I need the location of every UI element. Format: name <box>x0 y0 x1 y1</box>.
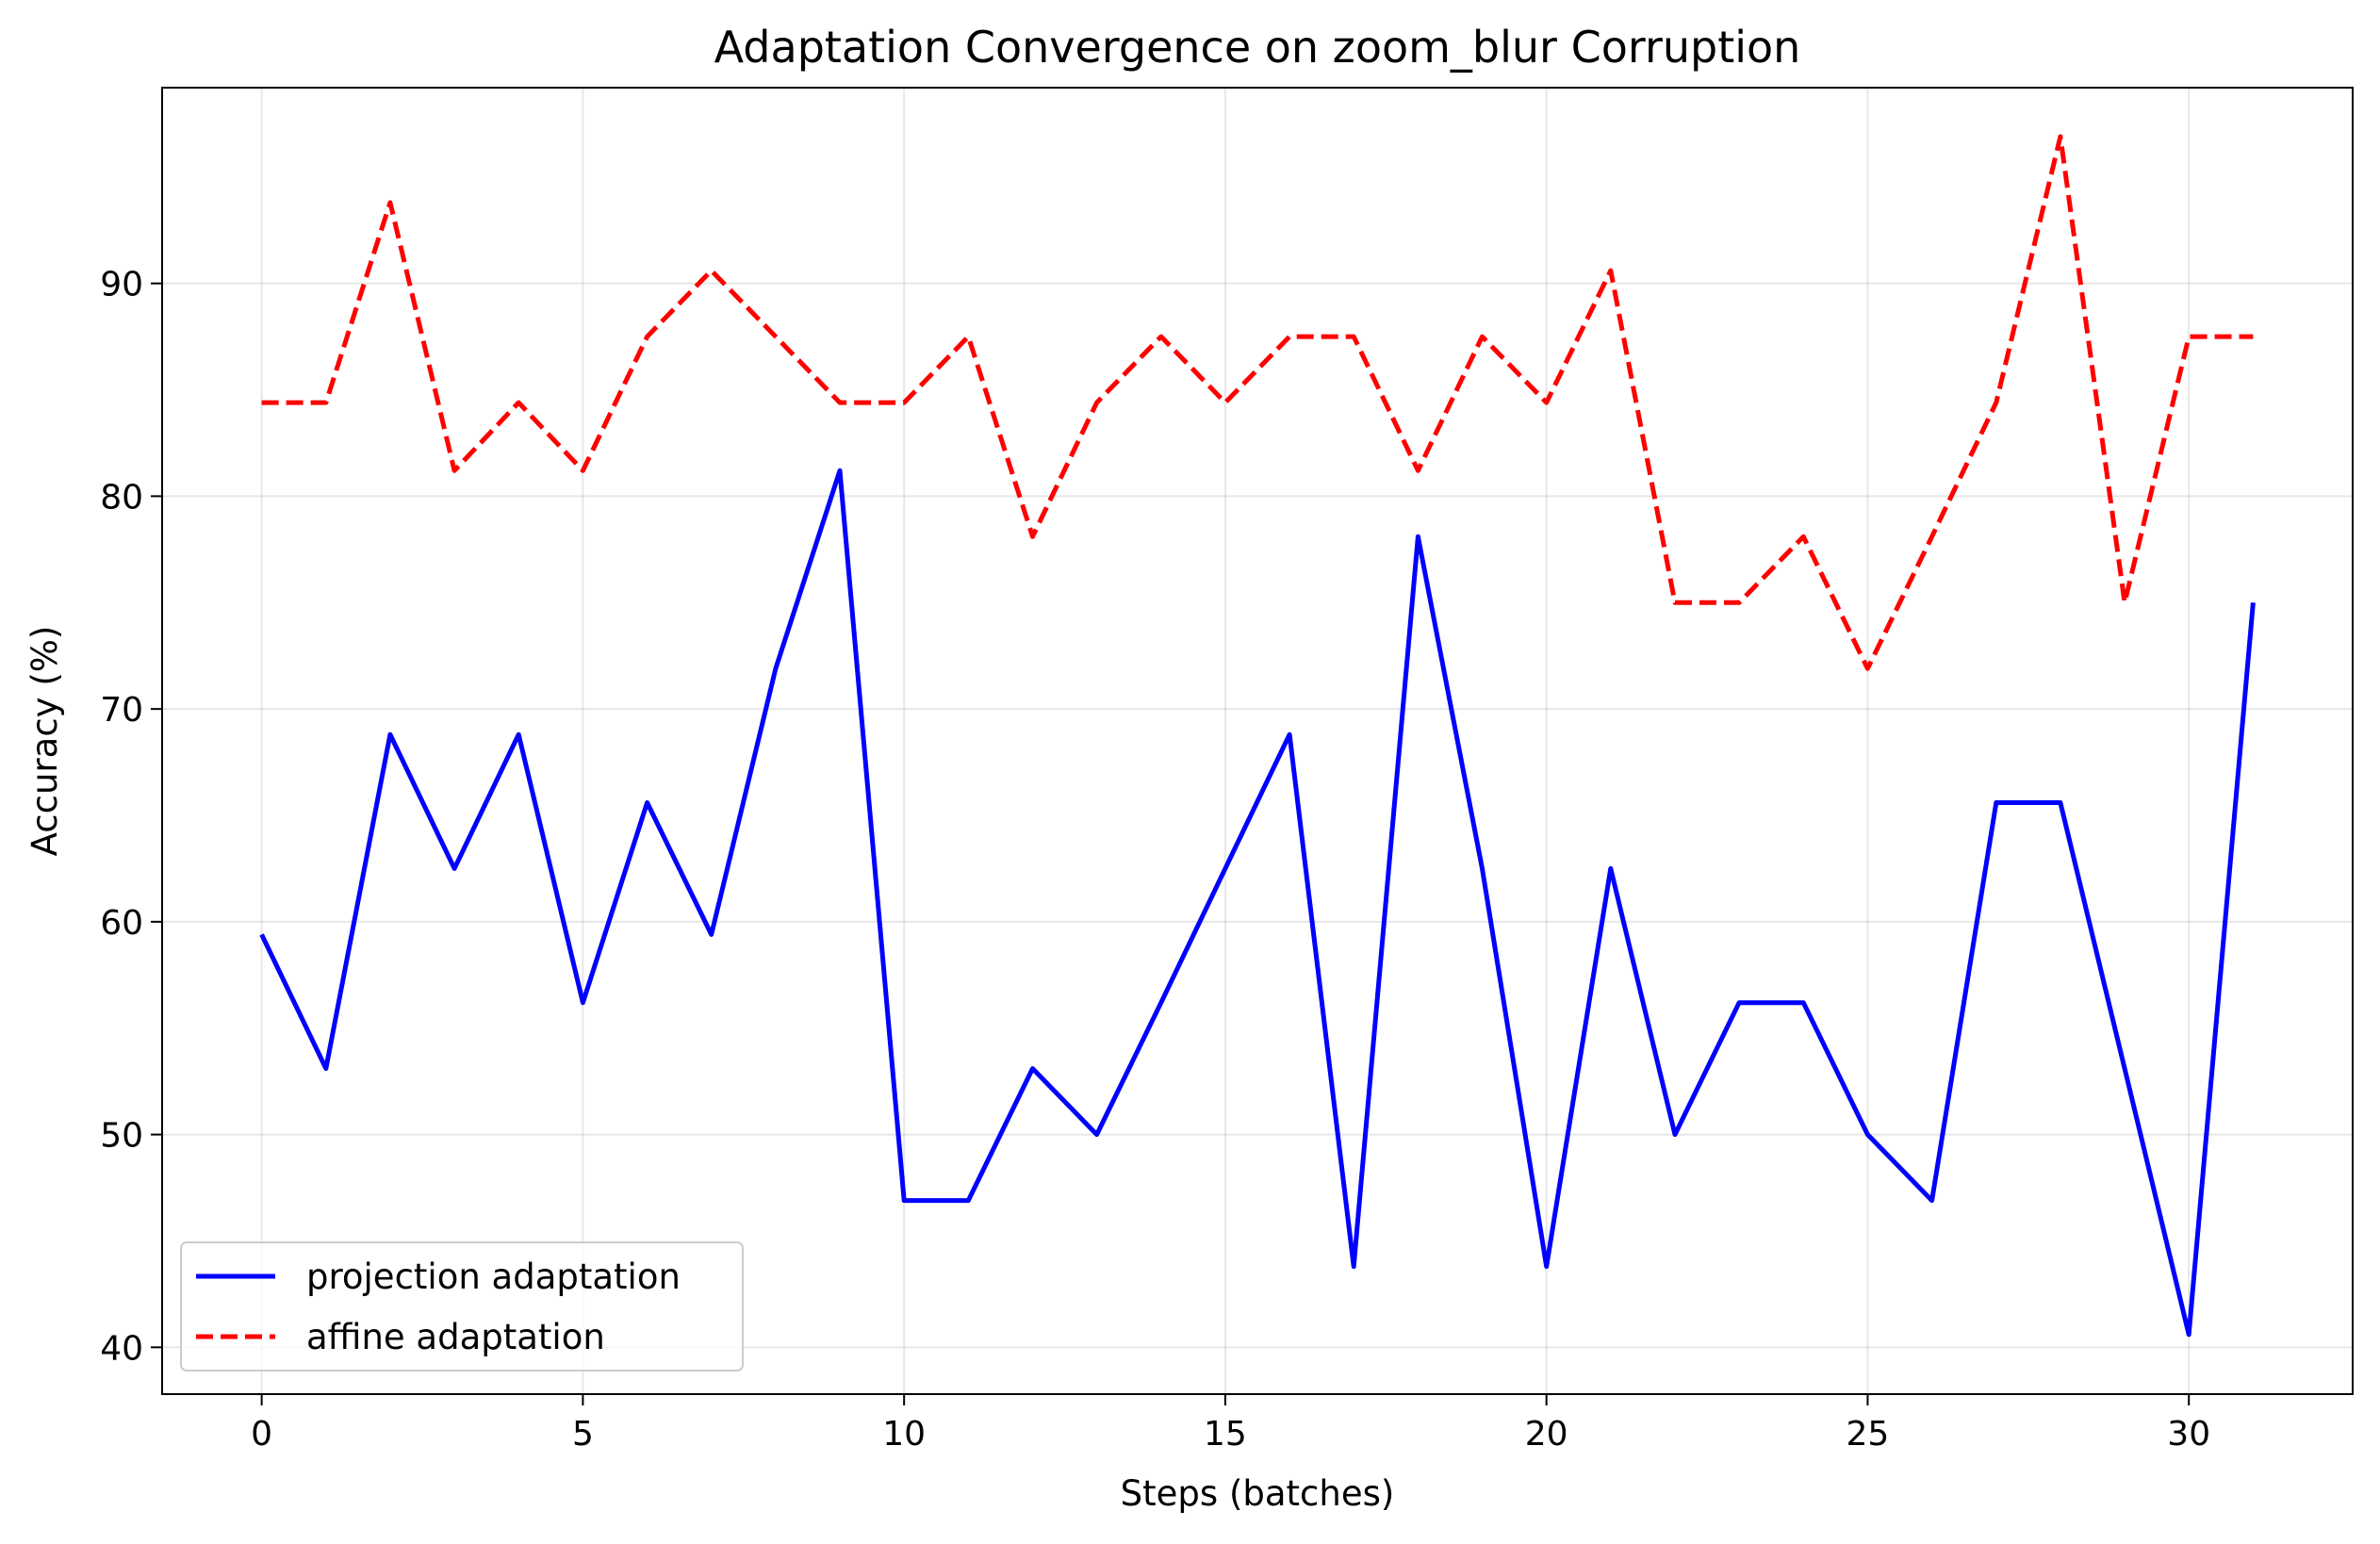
y-tick-label: 90 <box>100 266 143 304</box>
legend-label-affine: affine adaptation <box>306 1317 605 1357</box>
series-line-affine-adaptation <box>261 134 2254 671</box>
x-tick-label: 5 <box>572 1415 594 1454</box>
chart-title: Adaptation Convergence on zoom_blur Corr… <box>714 22 1801 73</box>
series-line-projection-adaptation <box>259 468 2256 1338</box>
y-tick-label: 50 <box>100 1117 143 1156</box>
plot-frame <box>161 87 2354 1395</box>
y-tick-label: 60 <box>100 904 143 943</box>
x-tick-label: 25 <box>1847 1415 1890 1454</box>
x-tick-label: 15 <box>1204 1415 1247 1454</box>
x-tick-label: 10 <box>882 1415 926 1454</box>
y-tick-label: 40 <box>100 1329 143 1368</box>
legend-box <box>180 1241 744 1372</box>
x-tick-label: 20 <box>1525 1415 1568 1454</box>
series-layer <box>259 134 2256 1338</box>
x-tick-label: 30 <box>2167 1415 2210 1454</box>
y-tick-label: 70 <box>100 691 143 730</box>
axis-ticks: 0 5 10 15 20 25 30 40 50 60 70 80 90 <box>100 266 2210 1454</box>
x-tick-label: 0 <box>251 1415 272 1454</box>
y-axis-label: Accuracy (%) <box>25 626 65 857</box>
legend: projection adaptation affine adaptation <box>180 1241 744 1372</box>
x-axis-label: Steps (batches) <box>1121 1473 1395 1514</box>
legend-label-projection: projection adaptation <box>306 1257 681 1297</box>
y-tick-label: 80 <box>100 478 143 517</box>
